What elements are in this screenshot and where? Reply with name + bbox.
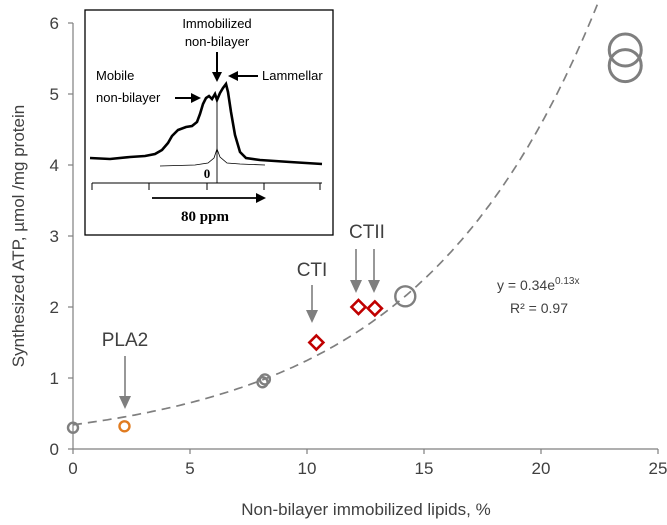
trendline [72, 0, 601, 426]
data-point-circle [607, 48, 643, 84]
y-tick-label: 5 [50, 85, 59, 104]
y-tick-label: 6 [50, 14, 59, 33]
x-tick-label: 20 [532, 459, 551, 478]
inset-mobile-arrow-head [191, 93, 201, 103]
annotation-cti-arrow-head [306, 310, 318, 323]
y-tick-label: 3 [50, 227, 59, 246]
data-point-diamond [366, 299, 384, 318]
annotation-ctii-label: CTII [349, 222, 385, 243]
x-tick-label: 0 [68, 459, 77, 478]
x-tick-label: 15 [415, 459, 434, 478]
data-point-circle [258, 373, 272, 386]
data-point-circle [66, 421, 80, 434]
inset-label-lammellar: Lammellar [262, 68, 323, 83]
inset-spectrum: 0 80 ppm Immobilized non-bilayer Mobile … [84, 9, 334, 236]
trendline-r-squared: R² = 0.97 [510, 300, 568, 316]
annotation-pla2: PLA2 [102, 330, 148, 409]
trendline-equation: y = 0.34e0.13x [497, 276, 579, 293]
data-points [66, 32, 643, 434]
y-tick-label: 4 [50, 156, 59, 175]
x-tick-label: 5 [185, 459, 194, 478]
trendline-curve [72, 0, 601, 426]
inset-scale-label: 80 ppm [181, 209, 229, 225]
inset-lammellar-arrow-head [228, 71, 238, 81]
y-tick-label: 1 [50, 369, 59, 388]
inset-scale-arrow-head [256, 193, 266, 203]
annotation-cti-label: CTI [297, 260, 328, 281]
annotation-cti: CTI [297, 260, 328, 323]
y-axis-title: Synthesized ATP, µmol /mg protein [9, 105, 28, 367]
inset-label-immobilized-1: Immobilized [182, 16, 251, 31]
inset-label-mobile-1: Mobile [96, 68, 134, 83]
annotation-ctii-arrow-head-1 [350, 280, 362, 293]
data-point-circle [118, 420, 131, 433]
data-point-circle [256, 376, 269, 389]
annotation-ctii-arrow-head-2 [368, 280, 380, 293]
y-tick-label: 0 [50, 440, 59, 459]
trendline-equation-exponent: 0.13x [555, 276, 579, 287]
axis-ticks: 0 5 10 15 20 25 0 1 2 3 4 5 6 [50, 14, 667, 478]
annotation-pla2-arrow-head [119, 396, 131, 409]
inset-spectrum-main-trace [89, 81, 323, 166]
data-point-diamond [349, 298, 368, 316]
x-tick-label: 25 [649, 459, 667, 478]
inset-label-immobilized-2: non-bilayer [185, 34, 250, 49]
y-tick-label: 2 [50, 298, 59, 317]
data-point-diamond [307, 333, 326, 352]
inset-immobilized-arrow-head [212, 72, 222, 82]
x-tick-label: 10 [298, 459, 317, 478]
annotation-pla2-label: PLA2 [102, 330, 148, 351]
inset-label-mobile-2: non-bilayer [96, 90, 161, 105]
data-point-circle [607, 32, 643, 68]
data-point-circle [394, 285, 417, 308]
annotation-ctii: CTII [349, 222, 385, 293]
inset-zero-label: 0 [204, 166, 211, 181]
x-axis-title: Non-bilayer immobilized lipids, % [241, 500, 490, 519]
